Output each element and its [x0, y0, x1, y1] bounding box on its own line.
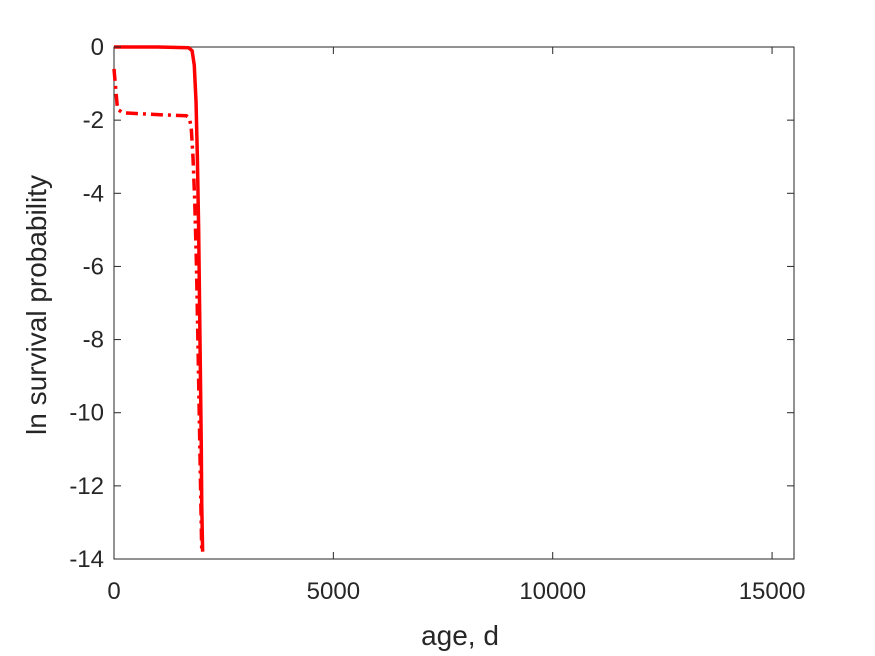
y-tick-label: -6 [83, 253, 104, 280]
x-tick-label: 5000 [307, 578, 360, 605]
y-tick-label: 0 [91, 34, 104, 61]
x-tick-label: 15000 [739, 578, 806, 605]
plot-area [113, 46, 795, 560]
y-tick-label: -12 [69, 473, 104, 500]
x-tick-layer: 0 5000 10000 15000 [107, 47, 805, 605]
series-layer [112, 45, 205, 552]
y-tick-label: -8 [83, 327, 104, 354]
y-tick-label: -4 [83, 180, 104, 207]
y-axis-label: ln survival probability [21, 175, 52, 435]
y-tick-label: -2 [83, 107, 104, 134]
series-line-0 [114, 45, 205, 552]
x-tick-label: 0 [107, 578, 120, 605]
y-tick-layer: 0 -2 -4 -6 -8 -10 -12 -14 [69, 34, 794, 573]
x-axis-label: age, d [421, 620, 499, 651]
y-tick-label: -14 [69, 546, 104, 573]
x-tick-label: 10000 [519, 578, 586, 605]
series-line-1 [112, 68, 204, 552]
y-tick-label: -10 [69, 400, 104, 427]
